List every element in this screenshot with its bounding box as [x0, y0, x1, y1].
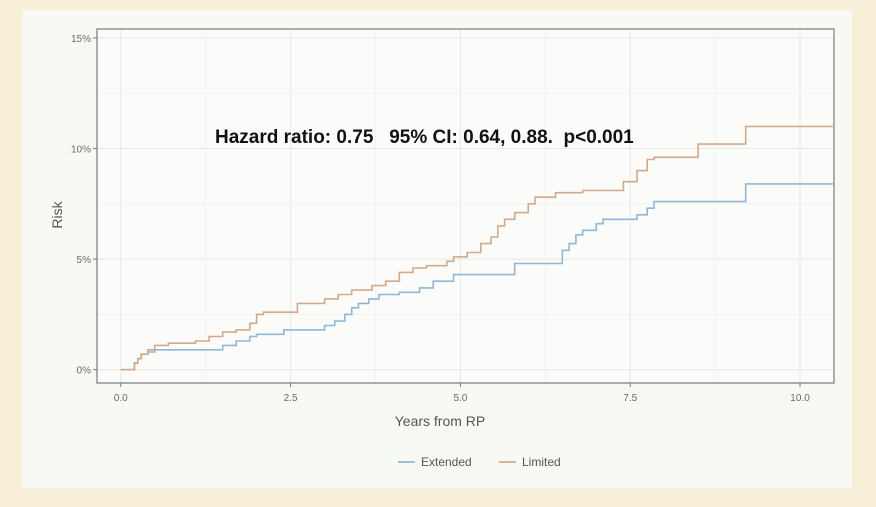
legend-label-extended: Extended — [421, 455, 472, 469]
risk-chart: 0.0 2.5 5.0 7.5 10.0 0% 5% 10% 15% Hazard ratio… — [49, 28, 835, 469]
x-tick-label: 2.5 — [284, 393, 298, 404]
y-tick-label: 15% — [71, 34, 91, 45]
x-tick-label: 10.0 — [790, 393, 810, 404]
legend-label-limited: Limited — [522, 455, 561, 469]
chart-card: 0.0 2.5 5.0 7.5 10.0 0% 5% 10% 15% Hazard ratio… — [22, 10, 852, 488]
y-tick-label: 5% — [77, 255, 92, 266]
series-line-limited — [120, 125, 834, 371]
series-layer — [120, 125, 834, 371]
y-axis-ticks: 0% 5% 10% 15% — [71, 34, 97, 377]
legend: Extended Limited — [398, 455, 561, 469]
plot-panel-background — [97, 29, 834, 383]
x-axis-title: Years from RP — [395, 413, 486, 429]
x-tick-label: 5.0 — [453, 393, 467, 404]
x-axis-ticks: 0.0 2.5 5.0 7.5 10.0 — [114, 383, 810, 404]
hazard-ratio-annotation: Hazard ratio: 0.75 95% CI: 0.64, 0.88. p… — [215, 127, 634, 148]
plot-panel-border — [96, 28, 835, 384]
y-tick-label: 10% — [71, 144, 91, 155]
x-tick-label: 0.0 — [114, 393, 128, 404]
grid-layer — [97, 29, 834, 383]
y-axis-title: Risk — [49, 200, 65, 228]
series-line-extended — [120, 183, 834, 371]
x-tick-label: 7.5 — [623, 393, 637, 404]
y-tick-label: 0% — [77, 366, 92, 377]
